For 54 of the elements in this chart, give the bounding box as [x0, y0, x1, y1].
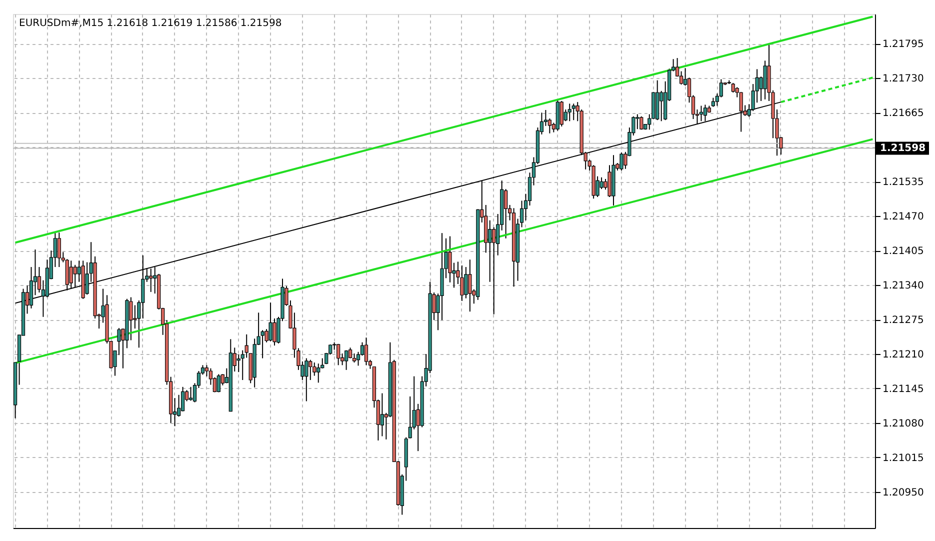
candlestick — [380, 392, 384, 437]
candlestick — [488, 220, 492, 282]
candlestick — [620, 152, 624, 171]
candlestick — [129, 296, 133, 341]
y-tick-label: 1.21080 — [882, 418, 924, 430]
candlestick — [699, 105, 704, 122]
candlestick — [492, 226, 496, 315]
candlestick — [57, 232, 61, 268]
candlestick — [572, 103, 576, 121]
candlestick — [364, 337, 368, 366]
ref-line-label: 1.21598 — [880, 143, 926, 154]
candlestick — [568, 103, 572, 122]
candlestick — [719, 78, 723, 98]
candlestick — [608, 164, 612, 198]
candlestick — [640, 116, 644, 130]
y-tick-label: 1.21210 — [882, 350, 924, 361]
candlestick — [344, 350, 348, 370]
y-tick-label: 1.21470 — [882, 212, 924, 223]
candlestick — [560, 100, 564, 127]
y-tick-label: 1.20950 — [882, 487, 924, 498]
candlestick — [711, 97, 715, 108]
candlestick — [69, 260, 73, 290]
y-tick-label: 1.21275 — [882, 315, 924, 326]
chart-title: EURUSDm#,M15 1.21618 1.21619 1.21586 1.21598 — [19, 18, 282, 29]
candlestick — [304, 358, 308, 402]
candlestick — [679, 70, 684, 86]
candlestick — [468, 259, 472, 312]
candlestick — [188, 386, 193, 402]
y-tick-label: 1.21795 — [882, 39, 924, 50]
candlestick — [548, 118, 552, 134]
candlestick — [636, 114, 640, 130]
candlestick — [460, 264, 464, 302]
y-tick-label: 1.21015 — [882, 452, 924, 464]
candlestick — [348, 347, 352, 359]
candlestick — [660, 90, 664, 122]
candlestick — [703, 104, 708, 122]
y-tick-label: 1.21145 — [882, 384, 924, 395]
y-tick-label: 1.21535 — [882, 177, 924, 188]
candlestick — [316, 363, 320, 384]
candlestick — [731, 82, 735, 94]
candlestick — [244, 334, 248, 358]
candlestick — [336, 343, 340, 366]
candlestick — [504, 188, 508, 239]
candlestick — [308, 359, 312, 381]
candlestick — [73, 264, 77, 288]
candlestick — [149, 268, 153, 292]
y-tick-label: 1.21405 — [882, 246, 924, 258]
candlestick — [268, 302, 272, 342]
y-tick-label: 1.21730 — [882, 74, 924, 85]
candlestick — [763, 60, 767, 100]
y-tick-label: 1.21340 — [882, 280, 924, 292]
candlestick — [216, 374, 220, 393]
y-tick-label: 1.21665 — [882, 108, 924, 120]
candlestick — [312, 362, 316, 376]
